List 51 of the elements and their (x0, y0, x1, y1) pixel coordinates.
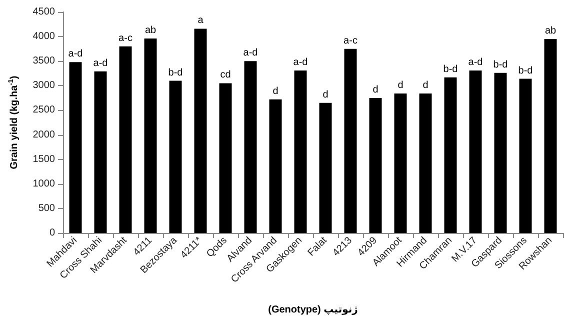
annotation: b-d (168, 67, 183, 78)
bar (469, 70, 482, 233)
annotation: a-d (243, 48, 258, 59)
x-axis-title: (Genotype) ژنوتیپ (268, 304, 358, 316)
annotation: b-d (493, 59, 508, 70)
annotation: b-d (443, 64, 458, 75)
y-tick-label: 500 (38, 202, 56, 214)
annotation: d (272, 86, 278, 97)
y-tick-label: 1000 (32, 178, 56, 190)
y-tick-label: 0 (49, 228, 56, 238)
bar (219, 83, 232, 233)
y-tick-label: 3000 (32, 80, 56, 92)
bar (119, 46, 132, 233)
bar (494, 72, 507, 233)
annotation: d (398, 80, 404, 92)
bar (169, 80, 182, 233)
bar (444, 77, 457, 233)
y-tick-label: 2500 (32, 104, 56, 116)
bar (269, 99, 282, 233)
annotation: ab (144, 25, 156, 36)
bar (519, 78, 532, 233)
annotation: a-d (468, 56, 483, 68)
bar (319, 102, 332, 233)
annotation: cd (220, 70, 231, 81)
bar (244, 61, 257, 233)
annotation: a-c (118, 32, 132, 44)
bar (544, 39, 557, 233)
annotation: d (372, 84, 378, 96)
annotation: a-d (293, 56, 308, 68)
annotation: a-d (68, 48, 83, 60)
bar (144, 38, 157, 233)
annotation: ab (544, 26, 556, 37)
y-tick-label: 2000 (32, 129, 56, 140)
bar (69, 62, 82, 233)
bar (419, 94, 432, 233)
bar (394, 94, 407, 233)
bar (294, 70, 307, 233)
bar (344, 48, 357, 233)
annotation: a (198, 15, 204, 26)
y-tick-label: 1500 (32, 154, 56, 165)
annotation: a-d (93, 58, 108, 69)
annotation: a-c (344, 35, 358, 46)
bar (94, 71, 107, 233)
bar (194, 28, 207, 233)
annotation: d (322, 89, 328, 100)
y-tick-label: 4000 (32, 31, 56, 42)
y-tick-label: 4500 (32, 6, 56, 18)
bar (369, 98, 382, 233)
annotation: b-d (518, 65, 533, 76)
annotation: d (422, 80, 428, 92)
y-tick-label: 3500 (32, 56, 56, 67)
